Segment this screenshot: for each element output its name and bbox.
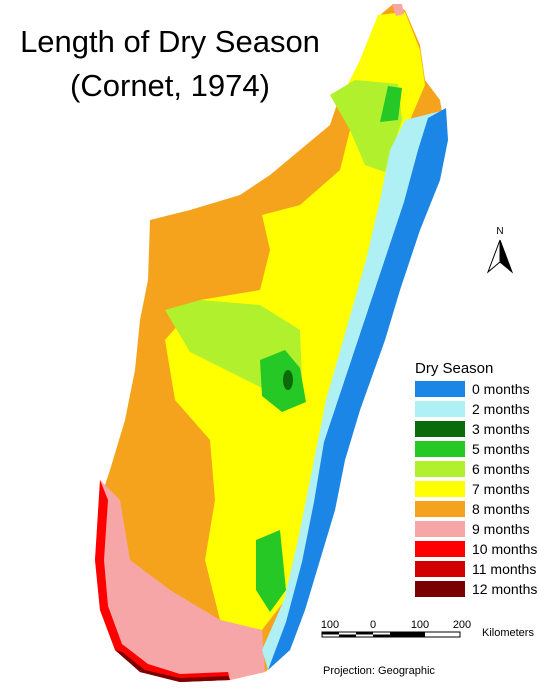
island <box>95 4 448 682</box>
legend-swatch <box>415 561 465 577</box>
legend-swatch <box>415 461 465 477</box>
scale-bar: 100 0 100 200 Kilometers Projection: Geo… <box>321 619 535 677</box>
legend-swatch <box>415 541 465 557</box>
scale-segment <box>373 634 390 637</box>
legend-label: 0 months <box>472 381 530 397</box>
legend-label: 12 months <box>472 581 537 597</box>
legend-label: 5 months <box>472 441 530 457</box>
zone-5-months-south <box>256 530 286 612</box>
legend-label: 7 months <box>472 481 530 497</box>
legend-swatch <box>415 481 465 497</box>
legend-swatch <box>415 441 465 457</box>
zone-12-months <box>115 650 230 682</box>
legend-label: 9 months <box>472 521 530 537</box>
scale-label: 100 <box>321 619 339 631</box>
legend-title: Dry Season <box>415 360 493 377</box>
legend-swatch <box>415 501 465 517</box>
north-label: N <box>496 226 503 237</box>
scale-label: 100 <box>411 619 429 631</box>
title-line: Length of Dry Season <box>20 24 320 59</box>
scale-segment <box>339 634 356 637</box>
scale-label: 200 <box>453 619 471 631</box>
zone-5-months-central <box>260 350 306 412</box>
projection-note: Projection: Geographic <box>323 665 435 677</box>
scale-segment <box>322 632 339 635</box>
scale-label: 0 <box>370 619 376 631</box>
zone-5-months-north <box>380 86 402 122</box>
north-arrow: N <box>486 226 514 274</box>
legend-swatch <box>415 421 465 437</box>
legend-label: 6 months <box>472 461 530 477</box>
zone-6-months-north <box>330 80 402 172</box>
arrow-half <box>499 239 514 274</box>
legend-label: 2 months <box>472 401 530 417</box>
zone-0-months <box>268 108 448 670</box>
scale-segment <box>356 632 373 635</box>
legend-label: 8 months <box>472 501 530 517</box>
zone-3-months <box>283 370 293 390</box>
legend-label: 11 months <box>472 561 536 577</box>
legend-swatch <box>415 381 465 397</box>
title-line: (Cornet, 1974) <box>70 68 270 103</box>
arrow-half <box>486 239 501 274</box>
legend-label: 10 months <box>472 541 537 557</box>
legend: Dry Season 0 months 2 months 3 months 5 mon… <box>415 360 537 597</box>
zone-9-months <box>95 480 265 682</box>
legend-swatch <box>415 521 465 537</box>
zone-9-months-north <box>392 4 404 16</box>
legend-label: 3 months <box>472 421 530 437</box>
scale-unit: Kilometers <box>482 627 534 639</box>
zone-7-months <box>165 12 425 630</box>
scale-segment <box>390 632 425 637</box>
legend-swatch <box>415 581 465 597</box>
legend-swatch <box>415 401 465 417</box>
